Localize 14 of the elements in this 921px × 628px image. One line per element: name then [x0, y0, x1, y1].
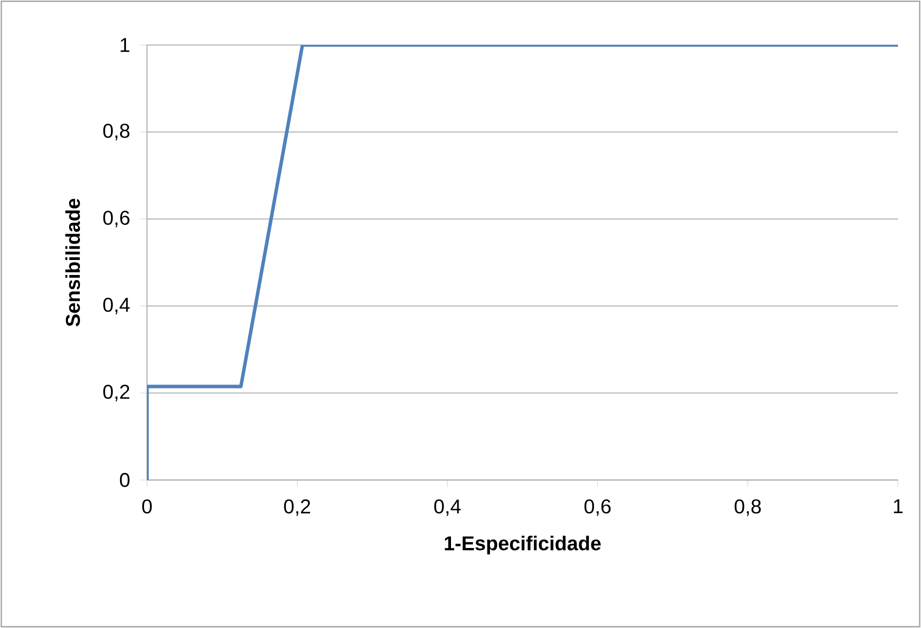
y-axis-title: Sensibilidade [65, 198, 80, 326]
x-axis-title: 1-Especificidade [444, 536, 601, 554]
y-tick-label: 0,8 [103, 124, 130, 140]
y-tick-label: 0,4 [103, 298, 130, 314]
x-tick-label: 0,2 [284, 499, 310, 516]
y-tick-label: 0 [120, 472, 130, 488]
x-tick-label: 0,4 [434, 499, 461, 516]
x-tick-label: 0 [142, 499, 152, 514]
x-tick-label: 1 [894, 499, 903, 514]
y-tick-label: 0,2 [103, 384, 130, 402]
y-tick-label: 0,6 [103, 210, 130, 228]
x-tick-label: 0,8 [734, 499, 761, 516]
y-tick-label: 1 [120, 38, 130, 52]
x-tick-label: 0,6 [584, 499, 611, 516]
